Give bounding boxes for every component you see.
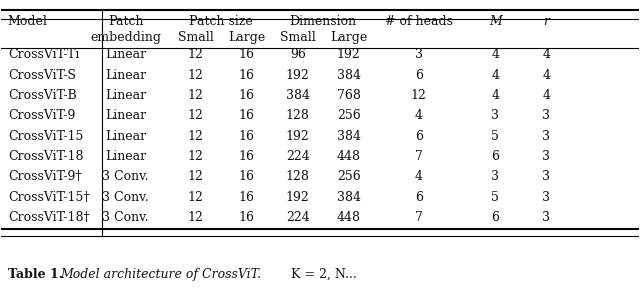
Text: 192: 192 [286,130,310,143]
Text: 12: 12 [188,191,204,204]
Text: Model architecture of CrossViT.: Model architecture of CrossViT. [61,268,262,281]
Text: CrossViT-B: CrossViT-B [8,89,77,102]
Text: 16: 16 [239,68,255,81]
Text: 4: 4 [492,68,499,81]
Text: CrossViT-18†: CrossViT-18† [8,211,90,224]
Text: 256: 256 [337,170,360,183]
Text: 3: 3 [492,170,499,183]
Text: 12: 12 [188,211,204,224]
Text: Large: Large [330,31,367,44]
Text: r: r [543,15,549,28]
Text: 192: 192 [286,68,310,81]
Text: 16: 16 [239,211,255,224]
Text: 6: 6 [492,150,499,163]
Text: CrossViT-9†: CrossViT-9† [8,170,81,183]
Text: 6: 6 [415,68,423,81]
Text: 16: 16 [239,191,255,204]
Text: 128: 128 [285,109,310,122]
Text: Linear: Linear [105,68,146,81]
Text: 256: 256 [337,109,360,122]
Text: K = 2, N...: K = 2, N... [291,268,357,281]
Text: 192: 192 [286,191,310,204]
Text: CrossViT-15†: CrossViT-15† [8,191,89,204]
Text: 192: 192 [337,48,360,61]
Text: Linear: Linear [105,89,146,102]
Text: 16: 16 [239,48,255,61]
Text: 3: 3 [542,150,550,163]
Text: # of heads: # of heads [385,15,452,28]
Text: 16: 16 [239,170,255,183]
Text: 7: 7 [415,211,422,224]
Text: Dimension: Dimension [290,15,356,28]
Text: 448: 448 [337,211,361,224]
Text: 384: 384 [337,191,361,204]
Text: 12: 12 [188,89,204,102]
Text: 3 Conv.: 3 Conv. [102,170,149,183]
Text: M: M [489,15,502,28]
Text: 16: 16 [239,109,255,122]
Text: 12: 12 [188,130,204,143]
Text: 224: 224 [286,150,310,163]
Text: 3: 3 [542,130,550,143]
Text: embedding: embedding [90,31,161,44]
Text: 6: 6 [415,191,423,204]
Text: 384: 384 [337,130,361,143]
Text: CrossViT-9: CrossViT-9 [8,109,75,122]
Text: 5: 5 [492,130,499,143]
Text: 4: 4 [492,89,499,102]
Text: 12: 12 [411,89,427,102]
Text: 3: 3 [542,191,550,204]
Text: 3: 3 [542,109,550,122]
Text: 4: 4 [542,89,550,102]
Text: Linear: Linear [105,48,146,61]
Text: 768: 768 [337,89,360,102]
Text: 384: 384 [285,89,310,102]
Text: 448: 448 [337,150,361,163]
Text: 5: 5 [492,191,499,204]
Text: 3: 3 [542,211,550,224]
Text: 16: 16 [239,89,255,102]
Text: Table 1.: Table 1. [8,268,63,281]
Text: 12: 12 [188,170,204,183]
Text: Small: Small [280,31,316,44]
Text: 3: 3 [415,48,423,61]
Text: 3: 3 [492,109,499,122]
Text: 12: 12 [188,48,204,61]
Text: 7: 7 [415,150,422,163]
Text: Linear: Linear [105,150,146,163]
Text: 3: 3 [542,170,550,183]
Text: 6: 6 [492,211,499,224]
Text: CrossViT-15: CrossViT-15 [8,130,83,143]
Text: 4: 4 [415,109,423,122]
Text: CrossViT-Ti: CrossViT-Ti [8,48,79,61]
Text: 3 Conv.: 3 Conv. [102,191,149,204]
Text: Linear: Linear [105,109,146,122]
Text: 4: 4 [415,170,423,183]
Text: Patch: Patch [108,15,143,28]
Text: 12: 12 [188,68,204,81]
Text: 96: 96 [290,48,306,61]
Text: 12: 12 [188,150,204,163]
Text: Model: Model [8,15,47,28]
Text: 3 Conv.: 3 Conv. [102,211,149,224]
Text: Large: Large [228,31,266,44]
Text: 6: 6 [415,130,423,143]
Text: Small: Small [178,31,214,44]
Text: Linear: Linear [105,130,146,143]
Text: 16: 16 [239,130,255,143]
Text: 384: 384 [337,68,361,81]
Text: 224: 224 [286,211,310,224]
Text: 4: 4 [542,68,550,81]
Text: Patch size: Patch size [189,15,253,28]
Text: 16: 16 [239,150,255,163]
Text: 4: 4 [492,48,499,61]
Text: 12: 12 [188,109,204,122]
Text: 4: 4 [542,48,550,61]
Text: 128: 128 [285,170,310,183]
Text: CrossViT-18: CrossViT-18 [8,150,83,163]
Text: CrossViT-S: CrossViT-S [8,68,76,81]
